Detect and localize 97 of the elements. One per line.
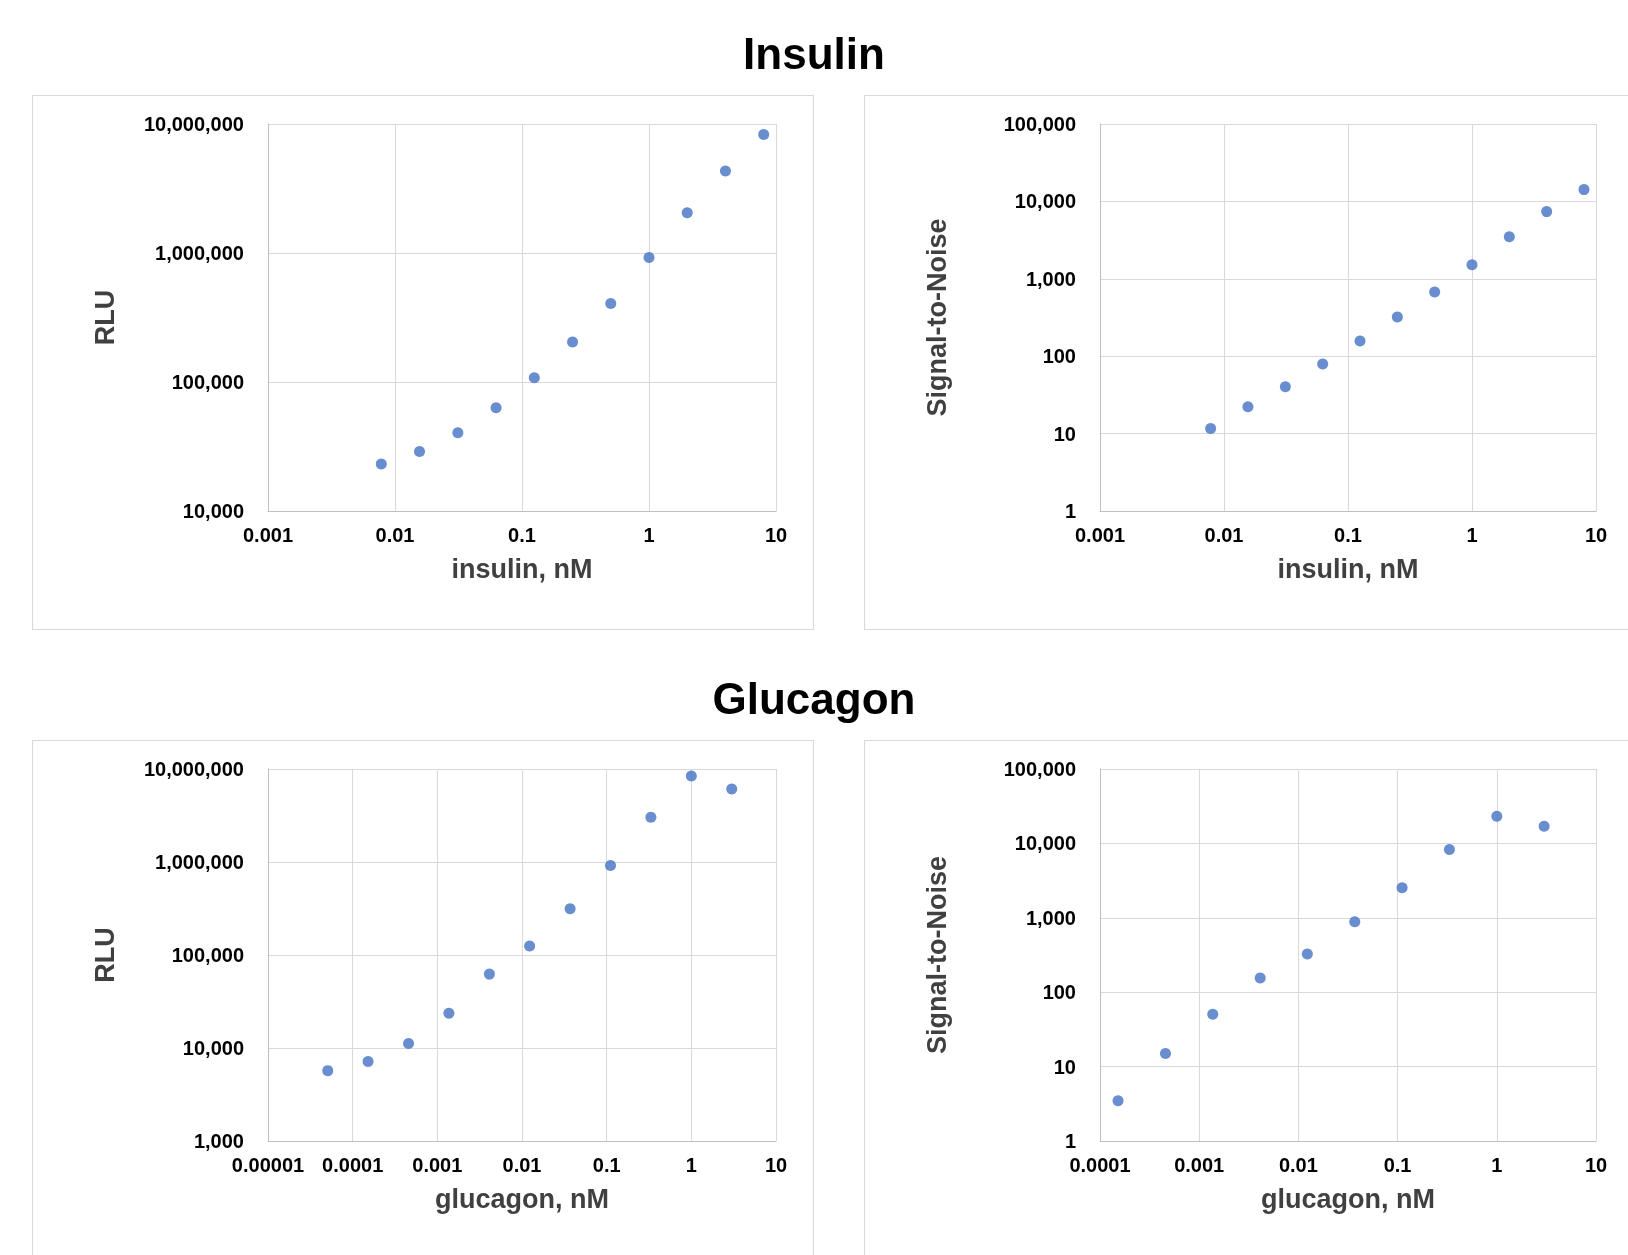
y-tick-label: 10,000 [1014, 190, 1076, 213]
y-axis-title: RLU [89, 289, 120, 346]
y-tick-label: 10 [1053, 1055, 1076, 1078]
point [1491, 810, 1503, 822]
y-tick-label: 100,000 [1003, 113, 1076, 135]
y-tick-label: 1,000 [1025, 906, 1076, 929]
y-tick-label: 1 [1064, 500, 1076, 522]
point [1112, 1095, 1124, 1107]
point [524, 940, 536, 952]
chart-title: Glucagon [711, 674, 917, 724]
point [1396, 882, 1408, 894]
x-tick-label: 0.01 [375, 524, 415, 546]
point [643, 252, 655, 264]
point [528, 372, 540, 384]
point [719, 165, 731, 177]
point [362, 1056, 374, 1068]
x-axis-title: insulin, nM [1277, 553, 1419, 584]
y-tick-label: 10,000,000 [143, 113, 244, 135]
x-tick-label: 1 [1491, 1154, 1503, 1176]
point [443, 1007, 455, 1019]
y-tick-label: 100 [1042, 981, 1076, 1004]
y-tick-label: 10 [1053, 422, 1076, 445]
point [1349, 916, 1361, 928]
x-tick-label: 10 [1584, 1154, 1608, 1176]
x-tick-label: 0.01 [502, 1154, 542, 1176]
point [1279, 381, 1291, 393]
y-tick-label: 100,000 [171, 371, 244, 393]
y-axis-title: RLU [89, 927, 120, 983]
x-tick-label: 0.01 [1204, 524, 1244, 546]
y-axis-title: Signal-to-Noise [921, 855, 952, 1055]
point [1354, 335, 1366, 347]
x-tick-label: 0.1 [1334, 524, 1362, 546]
x-tick-label: 0.0001 [322, 1154, 384, 1176]
point [564, 903, 576, 915]
point [605, 860, 616, 872]
x-tick-label: 0.0001 [1069, 1154, 1131, 1176]
point [483, 968, 495, 980]
point [1391, 311, 1403, 323]
point [605, 298, 617, 309]
y-tick-label: 100,000 [171, 944, 244, 966]
point [1578, 184, 1590, 196]
x-tick-label: 10 [1584, 524, 1608, 546]
x-tick-label: 0.001 [1174, 1154, 1225, 1176]
chart-title: Insulin [742, 29, 886, 79]
point [1159, 1048, 1171, 1059]
point [1317, 358, 1329, 370]
y-tick-label: 1,000,000 [155, 242, 244, 264]
point [375, 458, 387, 470]
x-axis-title: insulin, nM [451, 553, 593, 584]
x-tick-label: 1 [643, 524, 655, 546]
x-tick-label: 0.1 [592, 1154, 621, 1176]
point [490, 402, 502, 414]
point [645, 811, 657, 823]
x-tick-label: 0.1 [1383, 1154, 1412, 1176]
y-tick-label: 100,000 [1003, 758, 1076, 780]
point [1541, 206, 1553, 218]
y-axis-title: Signal-to-Noise [921, 218, 952, 417]
point [1538, 820, 1550, 832]
x-axis-title: glucagon, nM [1261, 1183, 1435, 1214]
x-tick-label: 0.00001 [231, 1154, 305, 1176]
point [1205, 423, 1217, 435]
y-tick-label: 100 [1042, 345, 1076, 368]
point [758, 129, 770, 140]
x-tick-label: 0.001 [412, 1154, 463, 1176]
y-tick-label: 1,000 [193, 1130, 244, 1152]
x-tick-label: 1 [685, 1154, 697, 1176]
point [1466, 259, 1478, 271]
point [414, 446, 426, 458]
y-tick-label: 10,000,000 [143, 758, 244, 780]
point [1429, 286, 1441, 298]
x-tick-label: 0.01 [1278, 1154, 1318, 1176]
x-tick-label: 1 [1466, 524, 1478, 546]
point [1254, 972, 1266, 984]
y-tick-label: 10,000 [182, 1037, 244, 1059]
x-tick-label: 10 [764, 524, 788, 546]
point [726, 783, 738, 795]
point [403, 1037, 415, 1049]
point [1443, 843, 1455, 855]
point [567, 336, 579, 348]
point [1242, 401, 1254, 413]
point [322, 1065, 334, 1077]
point [685, 770, 697, 782]
x-tick-label: 0.001 [242, 524, 294, 546]
y-tick-label: 1,000,000 [155, 851, 244, 873]
y-tick-label: 1 [1064, 1130, 1076, 1152]
y-tick-label: 10,000 [1014, 832, 1076, 855]
x-tick-label: 0.1 [508, 524, 536, 546]
point [681, 207, 693, 219]
x-tick-label: 0.001 [1074, 524, 1126, 546]
point [1207, 1008, 1219, 1020]
point [1301, 948, 1313, 960]
point [1503, 231, 1515, 243]
point [452, 427, 464, 439]
x-axis-title: glucagon, nM [435, 1183, 609, 1214]
y-tick-label: 1,000 [1025, 267, 1076, 290]
y-tick-label: 10,000 [182, 500, 244, 522]
x-tick-label: 10 [764, 1154, 788, 1176]
